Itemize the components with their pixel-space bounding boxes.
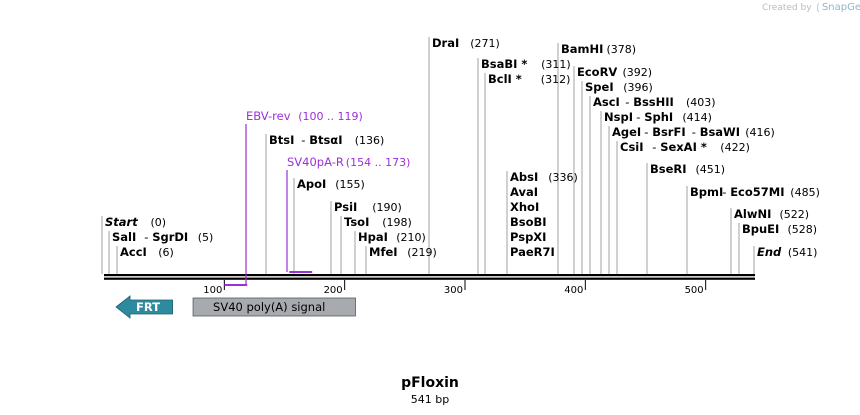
site-bpuei-label: BpuEI — [742, 222, 779, 236]
primer-ebvrev-range: (100 .. 119) — [298, 110, 363, 123]
snapgene-logo-icon: ❲ — [814, 3, 822, 13]
site-agei-sep: - — [644, 125, 648, 139]
site-asci-sep: - — [625, 95, 629, 109]
feature-frt-arrow — [115, 295, 173, 319]
site-psii-label: PsiI — [334, 200, 357, 214]
site-csii-position: (422) — [720, 141, 750, 154]
site-ecorv-position: (392) — [623, 66, 653, 79]
site-start-position: (0) — [151, 216, 167, 229]
site-csii-label: CsiI — [620, 140, 644, 154]
site-start-label: Start — [105, 215, 138, 229]
site-sali-alt-label: SgrDI — [152, 230, 188, 244]
site-apoi-position: (155) — [335, 178, 365, 191]
site-btsi-alt-label: BtsαI — [309, 133, 342, 147]
site-agei-alt2-label: BsaWI — [700, 125, 740, 139]
site-nspi-alt-label: SphI — [644, 110, 673, 124]
site-btsi-sep: - — [301, 133, 305, 147]
site-asci-alt-label: BssHII — [633, 95, 674, 109]
site-end-position: (541) — [788, 246, 818, 259]
site-spei-label: SpeI — [585, 80, 614, 94]
site-mfei-position: (219) — [407, 246, 437, 259]
credit-brand: SnapGene — [821, 2, 860, 13]
site-sali-position: (5) — [198, 231, 214, 244]
site-tsoi-label: TsoI — [344, 215, 369, 229]
site-bpuei-position: (528) — [788, 223, 818, 236]
site-bpmi-position: (485) — [790, 186, 820, 199]
site-bamhi-label: BamHI — [561, 42, 603, 56]
ruler-tick-label-400: 400 — [564, 285, 583, 296]
site-sali-label: SalI — [112, 230, 136, 244]
site-bamhi-position: (378) — [607, 43, 637, 56]
credit-prefix: Created by — [762, 3, 812, 13]
site-btsi-position: (136) — [355, 134, 385, 147]
site-bsabi-position: (311) — [541, 58, 571, 71]
primer-sv40par-range: (154 .. 173) — [346, 156, 411, 169]
site-alwni-label: AlwNI — [734, 207, 771, 221]
site-asci-position: (403) — [686, 96, 716, 109]
site-bpmi-alt-label: Eco57MI — [730, 185, 784, 199]
primer-sv40par-label: SV40pA-R — [287, 155, 344, 169]
feature-sv40polyasignal-box — [192, 297, 356, 317]
site-bpmi-label: BpmI — [690, 185, 723, 199]
site-bsabi-label: BsaBI * — [481, 57, 527, 71]
site-drai-label: DraI — [432, 36, 459, 50]
site-ecorv-label: EcoRV — [577, 65, 617, 79]
site-drai-position: (271) — [470, 37, 500, 50]
site-nspi-sep: - — [636, 110, 640, 124]
site-mfei-label: MfeI — [369, 245, 398, 259]
primer-ebvrev-label: EBV-rev — [246, 109, 291, 123]
plasmid-name: pFloxin — [401, 375, 459, 391]
backbone-bottom-strand — [104, 277, 755, 280]
site-bpmi-sep: - — [722, 185, 726, 199]
site-absi-group-pspxi: PspXI — [510, 230, 546, 244]
site-absi-group-avai: AvaI — [510, 185, 538, 199]
snapgene-credit: Created by ❲SnapGene — [762, 2, 860, 13]
site-nspi-label: NspI — [604, 110, 633, 124]
site-apoi-label: ApoI — [297, 177, 326, 191]
ruler-tick-label-200: 200 — [324, 285, 343, 296]
site-absi-label: AbsI — [510, 170, 538, 184]
ruler-tick-label-300: 300 — [444, 285, 463, 296]
site-absi-position: (336) — [548, 171, 578, 184]
site-agei-sep2: - — [692, 125, 696, 139]
feature-frt-label: FRT — [136, 300, 160, 314]
site-alwni-position: (522) — [780, 208, 810, 221]
site-bcli-label: BclI * — [488, 72, 522, 86]
site-absi-group-xhoi: XhoI — [510, 200, 539, 214]
site-csii-sep: - — [652, 140, 656, 154]
ruler-tick-label-100: 100 — [203, 285, 222, 296]
ruler-tick-label-500: 500 — [685, 285, 704, 296]
site-sali-sep: - — [144, 230, 148, 244]
backbone-top-strand — [104, 274, 755, 277]
site-hpai-position: (210) — [396, 231, 426, 244]
site-absi-group-bsobi: BsoBI — [510, 215, 547, 229]
site-hpai-label: HpaI — [358, 230, 388, 244]
site-end-label: End — [757, 245, 782, 259]
site-absi-group-paer7i: PaeR7I — [510, 245, 555, 259]
feature-sv40polyasignal-label: SV40 poly(A) signal — [213, 300, 325, 314]
site-btsi-label: BtsI — [269, 133, 294, 147]
site-acci-label: AccI — [120, 245, 147, 259]
site-bcli-position: (312) — [541, 73, 571, 86]
site-agei-label: AgeI — [612, 125, 641, 139]
site-asci-label: AscI — [593, 95, 620, 109]
site-agei-position: (416) — [745, 126, 775, 139]
site-bseri-position: (451) — [696, 163, 726, 176]
site-bseri-label: BseRI — [650, 162, 687, 176]
site-psii-position: (190) — [372, 201, 402, 214]
site-spei-position: (396) — [623, 81, 653, 94]
site-agei-alt-label: BsrFI — [652, 125, 685, 139]
site-nspi-position: (414) — [682, 111, 712, 124]
site-acci-position: (6) — [158, 246, 174, 259]
site-csii-alt-label: SexAI * — [660, 140, 707, 154]
site-tsoi-position: (198) — [382, 216, 412, 229]
plasmid-length: 541 bp — [410, 393, 450, 406]
